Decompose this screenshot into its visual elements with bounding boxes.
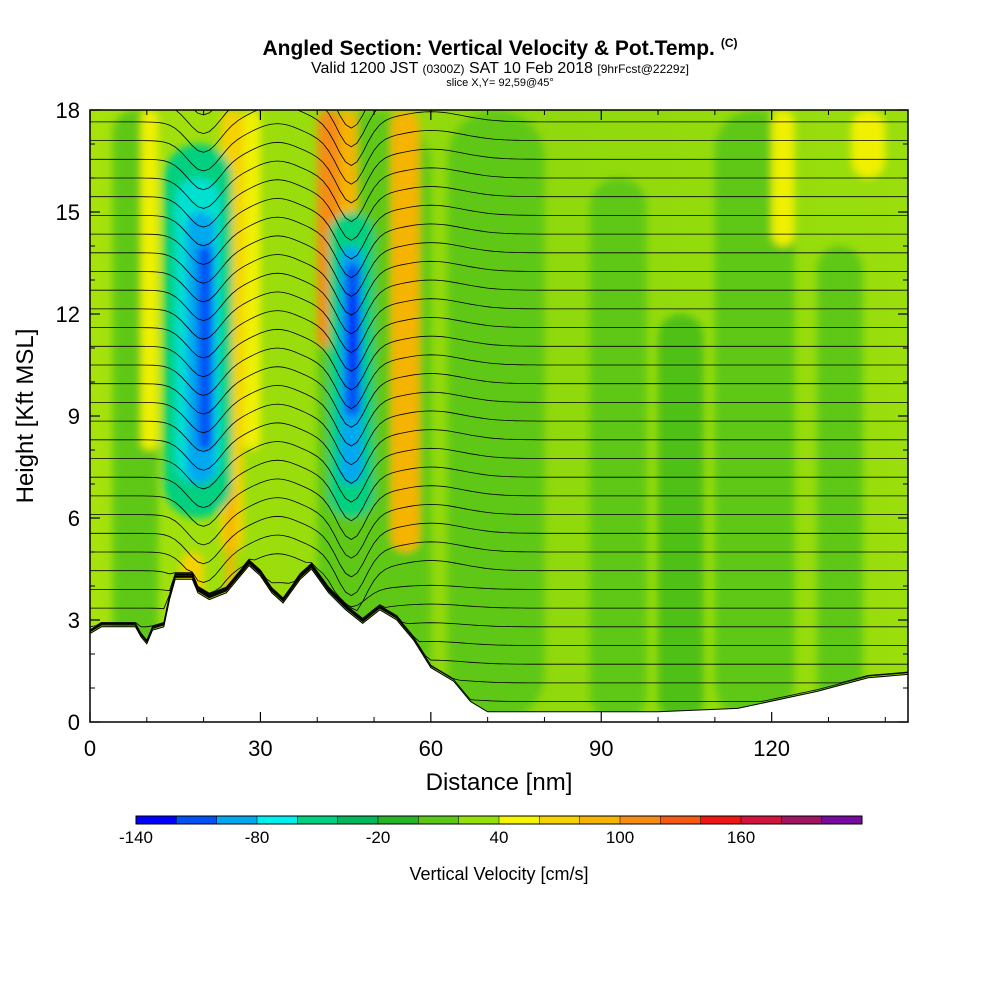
colorbar-label: 100 (606, 828, 634, 847)
theta-contour (175, 110, 377, 148)
theta-contour (90, 441, 908, 503)
colorbar-swatch (620, 816, 661, 824)
y-tick-label: 3 (68, 608, 80, 633)
y-tick-label: 9 (68, 404, 80, 429)
x-axis-label: Distance [nm] (426, 769, 573, 796)
theta-contour (90, 141, 908, 204)
colorbar-label: 40 (490, 828, 509, 847)
colorbar-swatch (821, 816, 863, 824)
theta-contour (90, 216, 908, 279)
y-axis-label: Height [Kft MSL] (12, 329, 39, 504)
plot-area (90, 110, 908, 722)
y-tick-label: 15 (56, 200, 80, 225)
colorbar-swatch (297, 816, 338, 824)
chart-title-suffix: (C) (720, 36, 738, 50)
theta-contour (90, 366, 908, 428)
colorbar-swatch (660, 816, 701, 824)
x-tick-label: 30 (248, 736, 272, 761)
theta-contour (90, 560, 908, 628)
theta-contour (90, 110, 908, 166)
x-tick-label: 90 (589, 736, 613, 761)
colorbar-title: Vertical Velocity [cm/s] (409, 864, 588, 884)
velocity-band (851, 110, 886, 178)
chart-subtitle: Valid 1200 JST (0300Z) SAT 10 Feb 2018 [… (311, 60, 689, 77)
colorbar-swatch (418, 816, 459, 824)
vertical-velocity-field (112, 110, 886, 722)
velocity-band (447, 110, 545, 722)
theta-contour (90, 459, 908, 522)
theta-contour (90, 534, 908, 597)
theta-contour (90, 559, 908, 608)
theta-contour (90, 561, 908, 665)
colorbar-swatch (539, 816, 580, 824)
theta-contour (90, 160, 908, 223)
x-tick-label: 120 (753, 736, 790, 761)
colorbar-swatch (176, 816, 217, 824)
velocity-band (197, 246, 213, 450)
velocity-band (714, 110, 795, 722)
colorbar-swatch (216, 816, 258, 824)
theta-contour (90, 422, 908, 484)
y-tick-label: 6 (68, 506, 80, 531)
y-tick-label: 18 (56, 98, 80, 123)
theta-contour (90, 559, 908, 619)
theta-contour (90, 272, 908, 335)
y-tick-label: 0 (68, 710, 80, 735)
velocity-band (817, 246, 863, 722)
velocity-band (589, 178, 647, 722)
colorbar: -140 -80 -20 40 100 160 (119, 815, 863, 847)
colorbar-label: -20 (366, 828, 391, 847)
potential-temperature-contours (90, 110, 908, 702)
colorbar-label: 160 (727, 828, 755, 847)
velocity-band (141, 110, 159, 450)
colorbar-swatch (136, 816, 177, 824)
theta-contour (90, 291, 908, 353)
colorbar-swatch (458, 816, 500, 824)
theta-contour (90, 310, 908, 372)
colorbar-swatch (579, 816, 621, 824)
theta-contour (90, 515, 908, 578)
x-tick-label: 60 (419, 736, 443, 761)
velocity-band (391, 110, 420, 552)
theta-contour (90, 561, 908, 646)
colorbar-label: -140 (119, 828, 153, 847)
colorbar-label: -80 (245, 828, 270, 847)
colorbar-swatch (499, 816, 540, 824)
theta-contour (90, 235, 908, 297)
theta-contour (90, 403, 908, 466)
colorbar-swatch (700, 816, 742, 824)
theta-contour (90, 328, 908, 391)
chart-slice-info: slice X,Y= 92,59@45° (446, 77, 554, 89)
velocity-band (243, 110, 261, 450)
colorbar-swatch (378, 816, 419, 824)
y-tick-label: 12 (56, 302, 80, 327)
chart-title: Angled Section: Vertical Velocity & Pot.… (262, 36, 738, 60)
theta-contour (90, 197, 908, 260)
colorbar-swatch (257, 816, 298, 824)
theta-contour (90, 563, 908, 702)
theta-contour (90, 347, 908, 410)
theta-contour (90, 254, 908, 316)
colorbar-swatch (741, 816, 782, 824)
theta-contour (90, 384, 908, 447)
theta-contour (90, 478, 908, 540)
velocity-band (658, 314, 704, 722)
theta-contour (90, 497, 908, 559)
theta-contour (90, 179, 908, 241)
theta-contour (90, 553, 908, 612)
axes: 0 30 60 90 120 0 3 6 9 12 15 18 (56, 98, 908, 761)
theta-contour (90, 123, 908, 185)
terrain (90, 564, 908, 722)
x-tick-label: 0 (84, 736, 96, 761)
colorbar-swatch (781, 816, 822, 824)
theta-contour (90, 562, 908, 684)
colorbar-swatch (337, 816, 379, 824)
